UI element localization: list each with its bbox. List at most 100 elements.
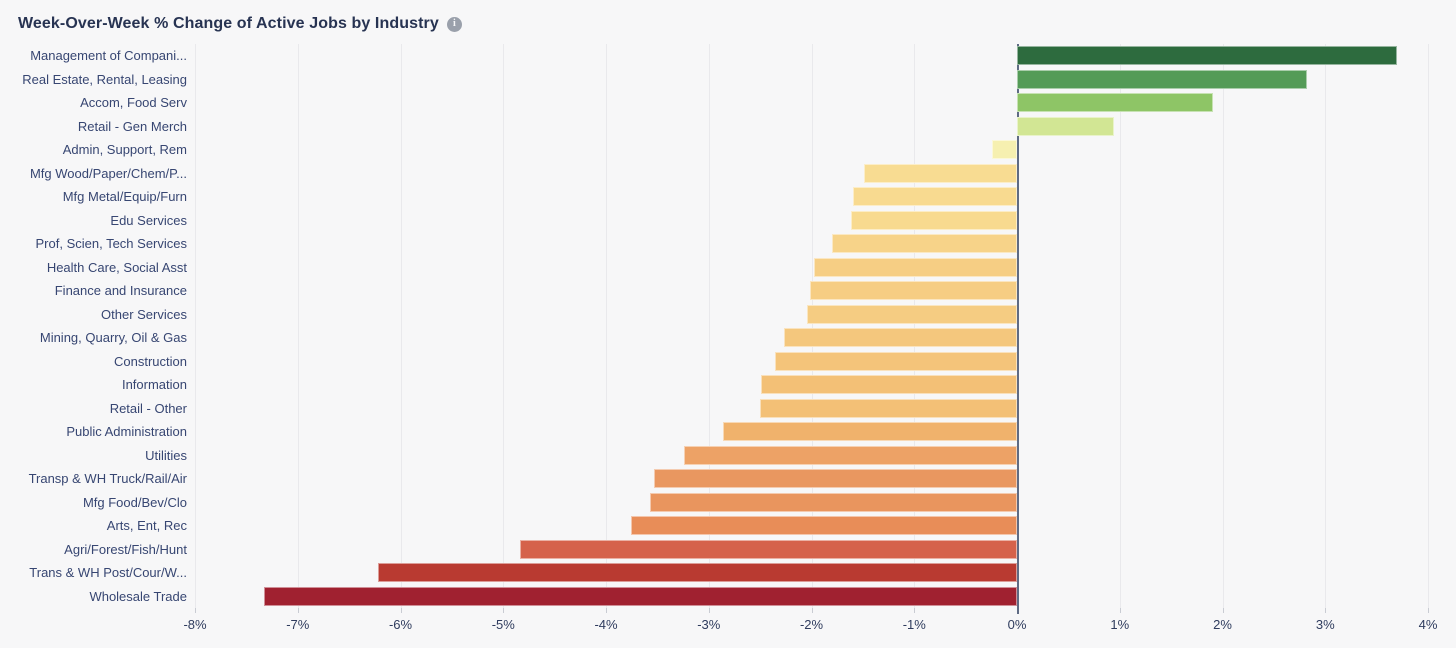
bar[interactable] [650,492,1017,512]
bar-chart: Management of Compani... Real Estate, Ren… [0,44,1456,638]
category-label: Arts, Ent, Rec [106,518,187,534]
x-axis-tick-label: -7% [286,617,310,632]
bar-track [195,398,1428,418]
gridline [606,44,607,608]
bar-track [195,93,1428,113]
category-label: Real Estate, Rental, Leasing [22,71,187,87]
x-axis-tick-label: 3% [1315,617,1335,632]
bar-track [195,281,1428,301]
x-axis-tick-label: -1% [902,617,926,632]
bar[interactable] [519,539,1017,559]
axis-tick-mark [195,608,196,613]
bar[interactable] [761,375,1017,395]
bar-track [195,422,1428,442]
bar-track [195,187,1428,207]
x-axis-tick-label: 2% [1213,617,1232,632]
bar[interactable] [774,351,1017,371]
gridline [1428,44,1429,608]
bar[interactable] [813,257,1017,277]
gridline [297,44,299,608]
axis-tick-mark [1222,608,1224,613]
bar[interactable] [810,281,1017,301]
bar-track [195,539,1428,559]
gridline [708,44,710,608]
bar-row: Edu Services [0,209,1456,233]
axis-tick-mark [297,608,299,613]
category-label: Public Administration [66,424,187,440]
gridline [914,44,916,608]
bar-track [195,163,1428,183]
bar-row: Mfg Food/Bev/Clo [0,491,1456,515]
bar[interactable] [850,210,1017,230]
category-label: Information [121,377,187,393]
bar-row: Agri/Forest/Fish/Hunt [0,538,1456,562]
axis-tick-mark [914,608,916,613]
bar-row: Public Administration [0,420,1456,444]
bar-row: Accom, Food Serv [0,91,1456,115]
info-icon[interactable]: i [446,16,462,32]
category-label: Transp & WH Truck/Rail/Air [28,471,187,487]
axis-tick-mark [1428,608,1429,613]
bar-row: Trans & WH Post/Cour/W... [0,561,1456,585]
bar-row: Real Estate, Rental, Leasing [0,68,1456,92]
bar[interactable] [832,234,1017,254]
bar[interactable] [723,422,1017,442]
category-label: Retail - Other [109,400,187,416]
bar-track [195,304,1428,324]
category-label: Retail - Gen Merch [77,118,187,134]
bar[interactable] [654,469,1017,489]
bar[interactable] [760,398,1017,418]
bar-track [195,210,1428,230]
category-label: Agri/Forest/Fish/Hunt [64,541,187,557]
bar[interactable] [1017,116,1114,136]
bar-track [195,586,1428,606]
axis-tick-mark [708,608,710,613]
bar[interactable] [863,163,1017,183]
bar-track [195,516,1428,536]
bar-row: Prof, Scien, Tech Services [0,232,1456,256]
bar-row: Other Services [0,303,1456,327]
category-label: Prof, Scien, Tech Services [35,236,188,252]
bar[interactable] [807,304,1017,324]
gridline [400,44,402,608]
x-axis-tick-label: -4% [594,617,618,632]
gridline [1325,44,1327,608]
bar-row: Transp & WH Truck/Rail/Air [0,467,1456,491]
bar[interactable] [684,445,1017,465]
category-label: Mfg Food/Bev/Clo [82,494,187,510]
bar[interactable] [1017,46,1398,66]
bar[interactable] [783,328,1017,348]
bar[interactable] [263,586,1017,606]
bar-track [195,234,1428,254]
bar-row: Retail - Gen Merch [0,115,1456,139]
category-label: Other Services [101,306,187,322]
x-axis-tick-label: 0% [1007,617,1027,632]
bar-row: Health Care, Social Asst [0,256,1456,280]
bar[interactable] [377,563,1017,583]
bar-rows: Management of Compani... Real Estate, Ren… [0,44,1456,608]
gridline [1222,44,1224,608]
bar[interactable] [1017,69,1307,89]
bar-row: Retail - Other [0,397,1456,421]
category-label: Health Care, Social Asst [46,259,187,275]
info-icon-glyph: i [452,18,456,29]
bar-row: Wholesale Trade [0,585,1456,609]
axis-tick-mark [503,608,505,613]
category-label: Wholesale Trade [89,588,187,604]
bar[interactable] [992,140,1017,160]
bar[interactable] [852,187,1017,207]
category-label: Trans & WH Post/Cour/W... [29,565,187,581]
bar[interactable] [1017,93,1214,113]
bar-row: Mfg Wood/Paper/Chem/P... [0,162,1456,186]
gridline [195,44,196,608]
category-label: Mining, Quarry, Oil & Gas [39,330,187,346]
bar-track [195,563,1428,583]
gridline [811,44,813,608]
bar-row: Mining, Quarry, Oil & Gas [0,326,1456,350]
bar-row: Arts, Ent, Rec [0,514,1456,538]
x-axis-tick-label: 4% [1418,617,1438,632]
x-axis-tick-label: -2% [799,617,824,632]
x-axis-tick-label: 1% [1110,617,1130,632]
x-axis-tick-label: -6% [388,617,413,632]
bar[interactable] [630,516,1017,536]
